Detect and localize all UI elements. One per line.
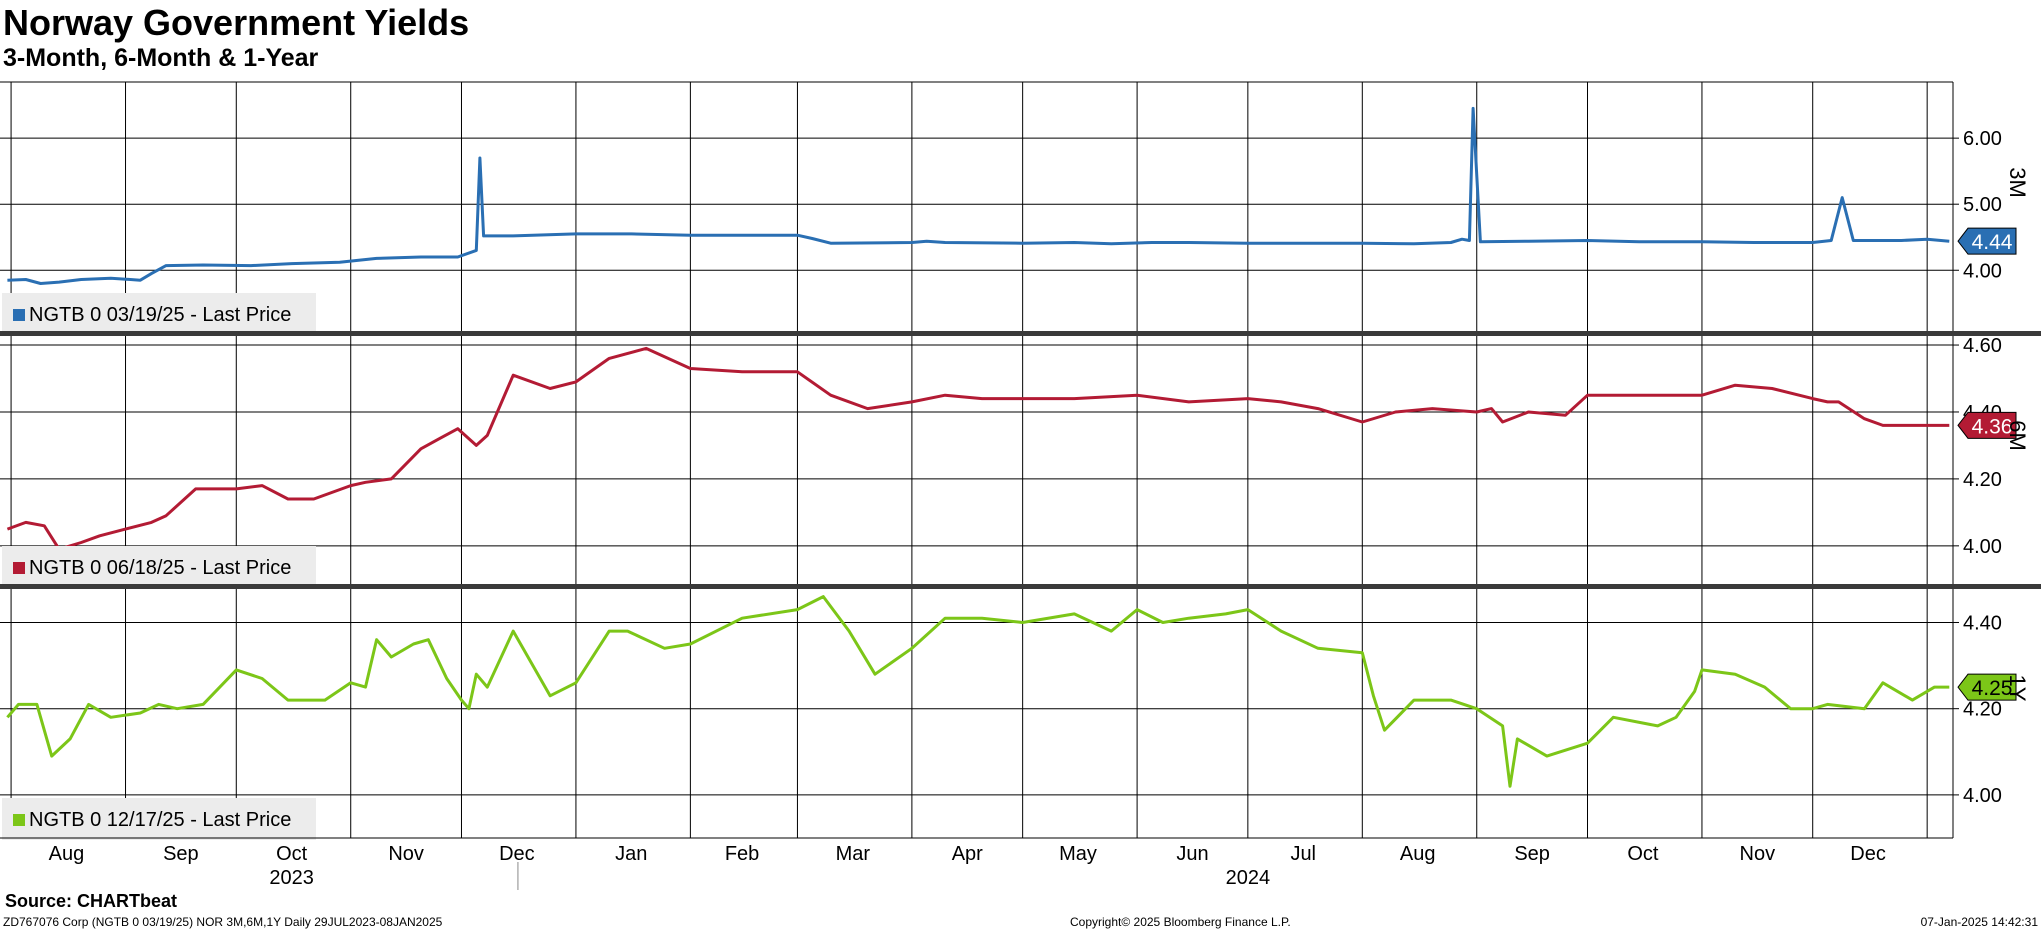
3M-legend-swatch [13,309,25,321]
month-label-15: Nov [1740,843,1776,865]
panel-separator-2 [0,584,2041,589]
panel-separator-1 [0,331,2041,336]
month-label-3: Nov [388,843,424,865]
month-label-5: Jan [615,843,647,865]
3M-ytick-label-2: 6.00 [1963,128,2002,150]
chart-subtitle: 3-Month, 6-Month & 1-Year [3,44,319,72]
3M-legend-label: NGTB 0 03/19/25 - Last Price [29,304,291,326]
3M-last-value-tag [1957,227,2017,255]
month-label-13: Sep [1514,843,1550,865]
3M-series-line [7,106,1950,285]
month-label-7: Mar [836,843,871,865]
3M-legend-box [2,293,316,335]
month-label-8: Apr [952,843,983,865]
1Y-panel-label: 1Y [2005,675,2030,702]
footer-timestamp: 07-Jan-2025 14:42:31 [1920,915,2038,929]
6M-ytick-label-0: 4.00 [1963,536,2002,558]
source-note: Source: CHARTbeat [5,891,178,911]
3M-last-value-label: 4.44 [1972,231,2013,254]
month-label-0: Aug [49,843,85,865]
6M-legend-swatch [13,562,25,574]
1Y-ytick-label-1: 4.20 [1963,699,2002,721]
year-label-1: 2024 [1226,867,1271,889]
1Y-legend-swatch [13,814,25,826]
month-label-9: May [1059,843,1097,865]
year-label-0: 2023 [269,867,314,889]
month-label-4: Dec [499,843,535,865]
month-label-16: Dec [1850,843,1886,865]
1Y-ytick-label-2: 4.40 [1963,612,2002,634]
month-label-11: Jul [1290,843,1316,865]
3M-ytick-label-0: 4.00 [1963,260,2002,282]
3M-ytick-label-1: 5.00 [1963,194,2002,216]
6M-legend-label: NGTB 0 06/18/25 - Last Price [29,557,291,579]
1Y-last-value-label: 4.25 [1972,677,2013,700]
1Y-legend-label: NGTB 0 12/17/25 - Last Price [29,809,291,831]
6M-series-line [6,346,1950,551]
6M-panel-label: 6M [2005,420,2030,451]
month-label-10: Jun [1176,843,1208,865]
1Y-legend-box [2,798,316,840]
month-label-1: Sep [163,843,199,865]
month-label-2: Oct [276,843,308,865]
1Y-series-line [6,595,1950,788]
month-label-14: Oct [1627,843,1659,865]
6M-ytick-label-3: 4.60 [1963,335,2002,357]
footer-ticker-info: ZD767076 Corp (NGTB 0 03/19/25) NOR 3M,6… [3,915,443,929]
month-label-6: Feb [725,843,759,865]
6M-ytick-label-1: 4.20 [1963,469,2002,491]
chart-title: Norway Government Yields [3,2,470,43]
1Y-ytick-label-0: 4.00 [1963,785,2002,807]
footer-copyright: Copyright© 2025 Bloomberg Finance L.P. [1070,915,1291,929]
6M-last-value-tag [1957,411,2017,439]
6M-last-value-label: 4.36 [1972,415,2013,438]
month-label-12: Aug [1400,843,1436,865]
yield-chart: 4.00 5.00 6.00 4.44 3M NGTB 0 03/19/25 - Last… [0,81,2041,890]
3M-panel-label: 3M [2005,167,2030,198]
6M-legend-box [2,546,316,588]
1Y-last-value-tag [1957,673,2017,701]
